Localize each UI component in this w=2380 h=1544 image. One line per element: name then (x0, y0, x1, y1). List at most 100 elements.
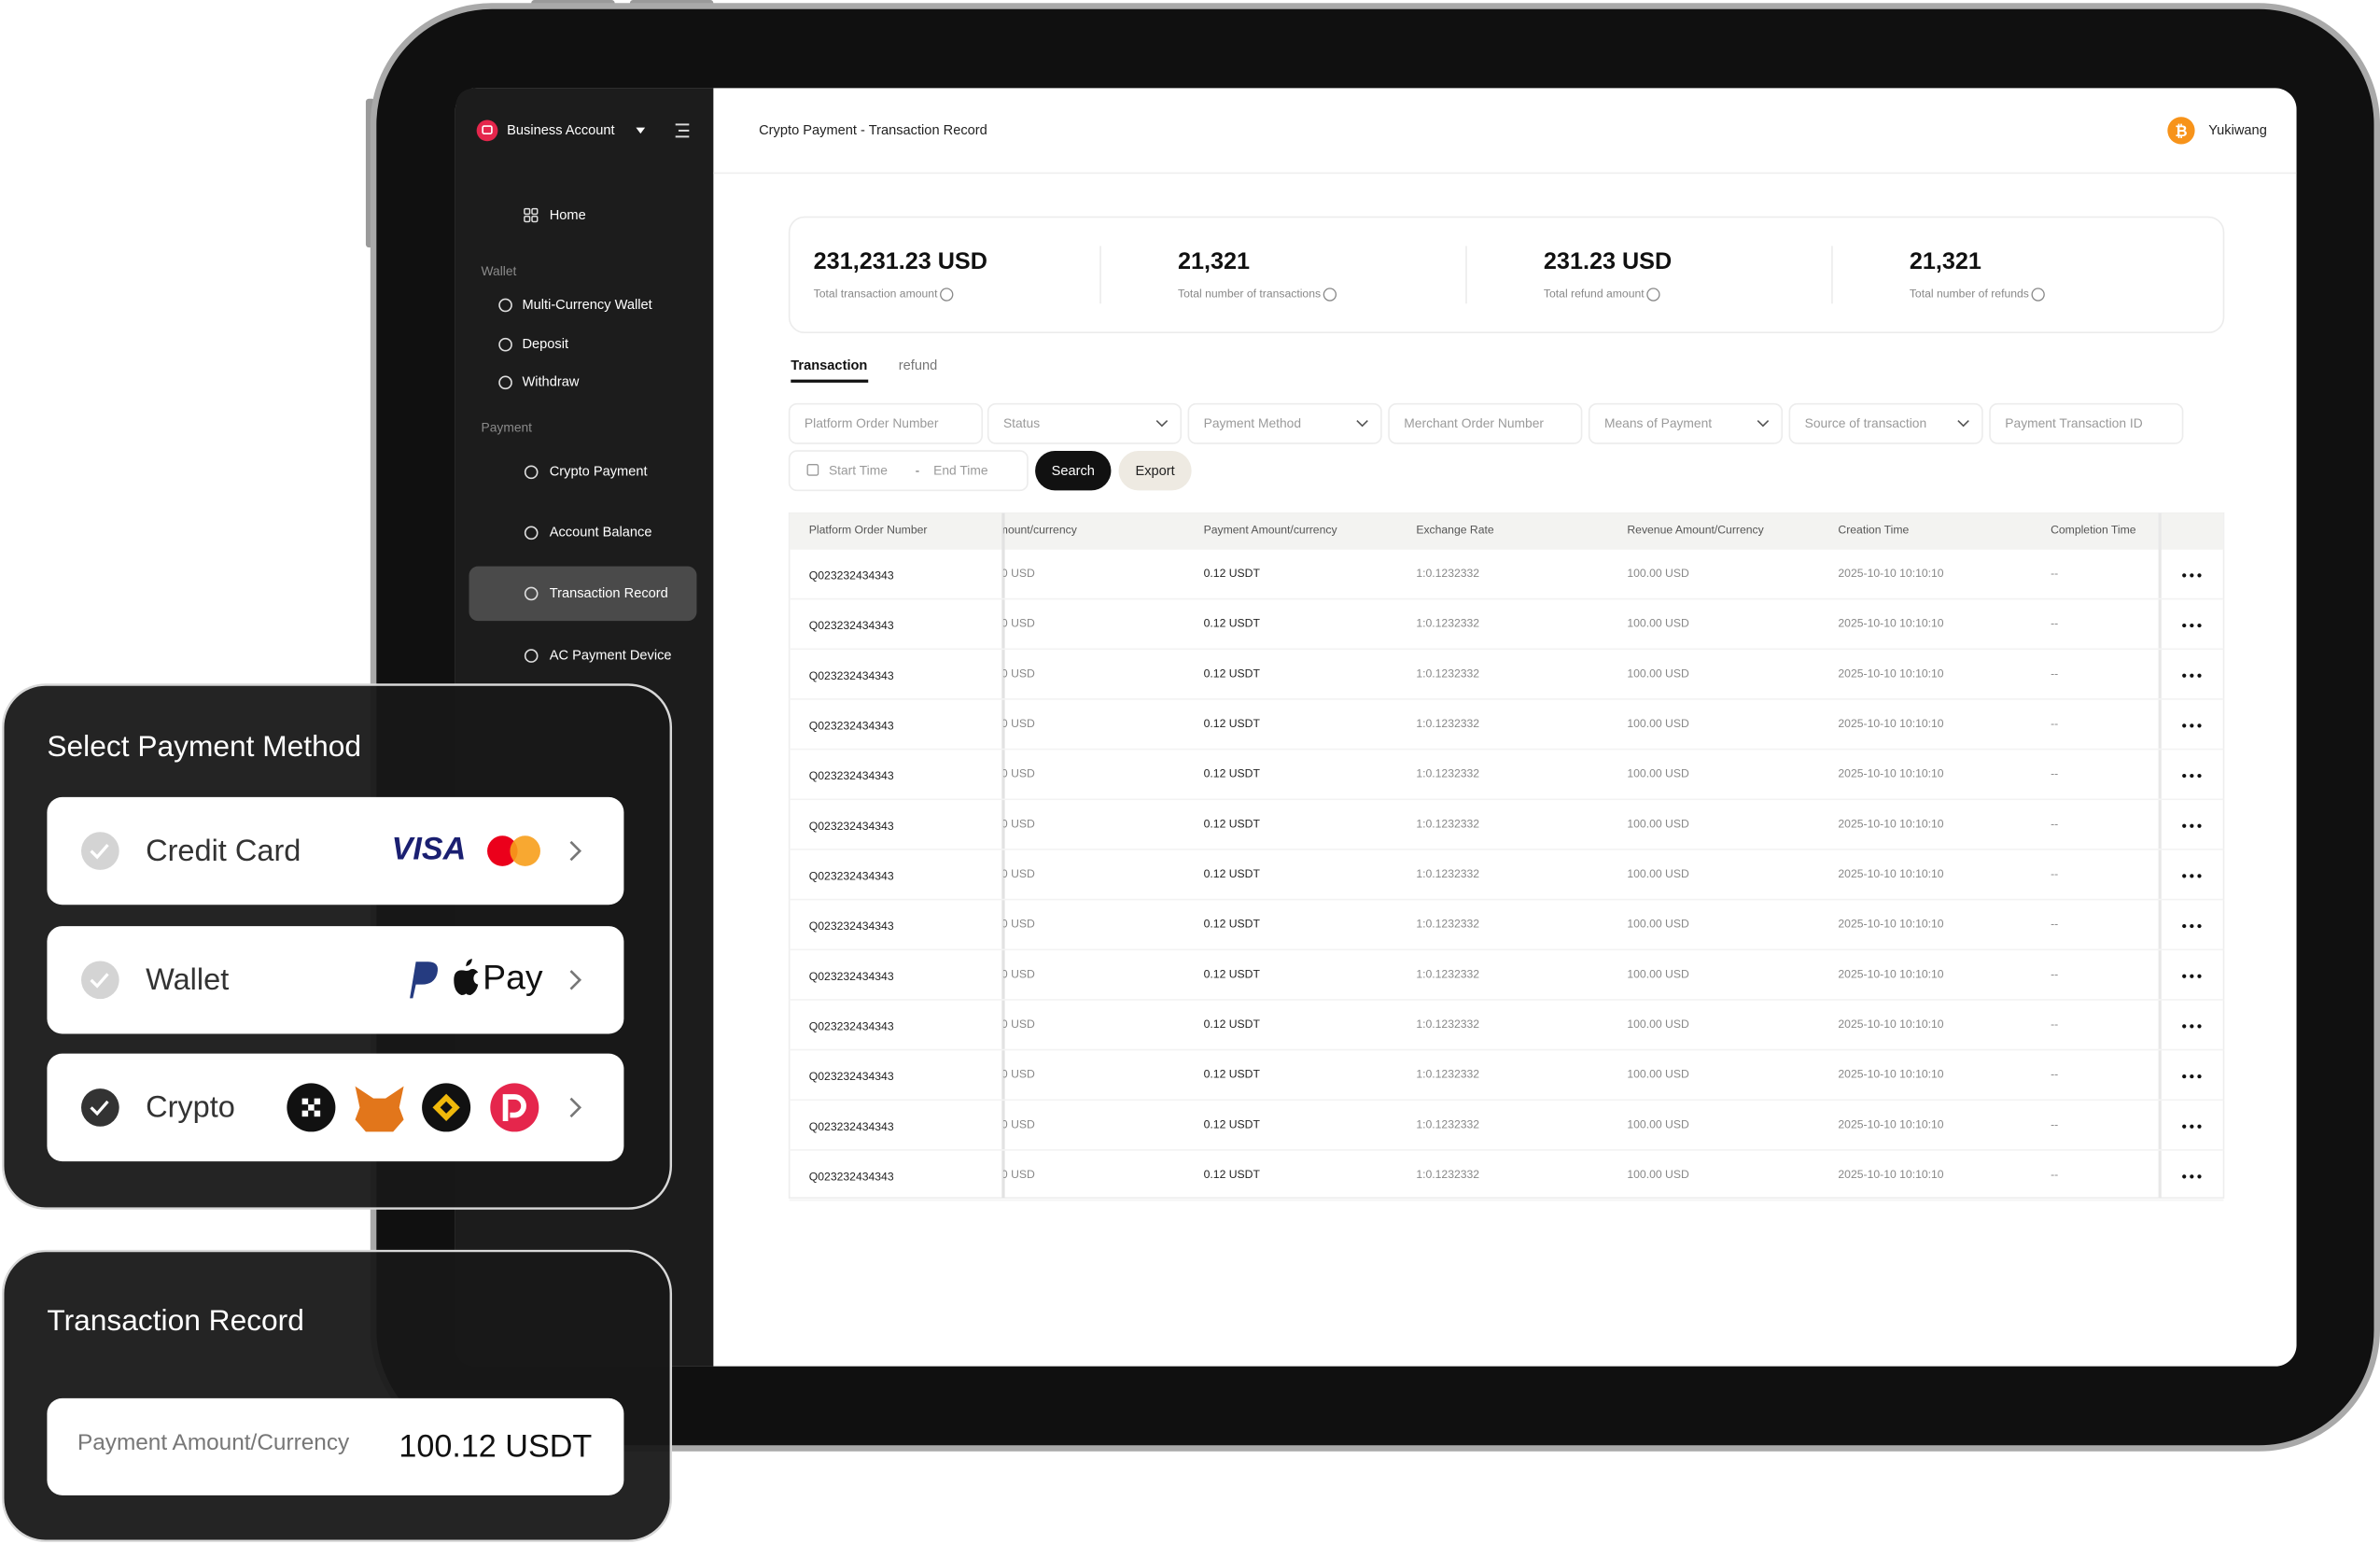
filter-box[interactable] (1989, 402, 2184, 444)
action-dot (2182, 773, 2187, 779)
record-card (2, 1249, 673, 1542)
nav-group-title: Wallet (482, 263, 517, 278)
header-title: Crypto Payment - Transaction Record (759, 123, 987, 138)
table-cell: 100.00 USD (973, 767, 1035, 780)
table-cell: 100.00 USD (973, 1117, 1035, 1130)
nav-item[interactable]: AC Payment Device (469, 636, 697, 675)
nav-item[interactable]: Multi-Currency Wallet (469, 286, 697, 325)
filter-box[interactable] (987, 402, 1183, 444)
action-dot (2197, 923, 2202, 929)
nav-item[interactable]: Crypto Payment (469, 453, 697, 492)
nav-icon (498, 298, 512, 313)
row-actions[interactable] (2182, 673, 2202, 678)
nav-icon (524, 465, 539, 480)
brand-mark: Pay (483, 958, 543, 997)
nav-item[interactable]: Deposit (469, 325, 697, 364)
option-bg[interactable] (47, 926, 624, 1034)
filter-field[interactable]: Payment Transaction ID (1989, 402, 2184, 444)
payment-option[interactable]: Credit Card VISA (47, 796, 624, 905)
filter-box[interactable] (1187, 402, 1382, 444)
nav-hit[interactable] (469, 363, 697, 402)
tab[interactable]: Transaction (791, 358, 867, 373)
binance-icon (422, 1083, 471, 1132)
table-cell: 0.12 USDT (1204, 1018, 1261, 1031)
action-dot (2182, 673, 2187, 678)
filter-box[interactable] (788, 402, 984, 444)
table-cell: 1:0.1232332 (1416, 617, 1479, 630)
column-header: Creation Time (1838, 524, 1909, 537)
action-dot (2197, 1174, 2202, 1179)
filter-field[interactable]: Merchant Order Number (1388, 402, 1583, 444)
menu-icon[interactable] (675, 123, 690, 138)
row-actions[interactable] (2182, 974, 2202, 978)
chevron (1155, 419, 1169, 428)
row-actions[interactable] (2182, 1124, 2202, 1129)
table-cell: 100.00 USD (1627, 918, 1689, 931)
table-cell: 1:0.1232332 (1416, 967, 1479, 980)
table-cell: 1:0.1232332 (1416, 667, 1479, 680)
table-cell: 100.00 USD (973, 1068, 1035, 1081)
nav-item[interactable]: Transaction Record (469, 574, 697, 613)
button-bg[interactable] (1035, 451, 1112, 491)
nav-item[interactable]: Account Balance (469, 513, 697, 553)
row-actions[interactable] (2182, 1024, 2202, 1029)
nav-icon (531, 216, 539, 223)
row-actions[interactable] (2182, 1074, 2202, 1079)
row-actions[interactable] (2182, 773, 2202, 779)
payment-option[interactable]: Crypto (47, 1053, 624, 1162)
button[interactable]: Search (1035, 451, 1112, 491)
date-range[interactable]: Start Time - End Time (788, 450, 1029, 492)
filter-box[interactable] (1388, 402, 1583, 444)
tab[interactable]: refund (899, 358, 937, 373)
row-actions[interactable] (2182, 874, 2202, 878)
nav-label: Transaction Record (550, 586, 668, 601)
date-box[interactable] (788, 450, 1029, 492)
table-cell: Q023232434343 (809, 568, 894, 582)
row-actions[interactable] (2182, 1174, 2202, 1179)
table-cell: Q023232434343 (809, 1070, 894, 1083)
filter-field[interactable]: Platform Order Number (788, 402, 984, 444)
row-actions[interactable] (2182, 623, 2202, 628)
option-bg[interactable] (47, 796, 624, 905)
nav-item[interactable]: Home (550, 208, 586, 223)
content: Crypto Payment - Transaction Record Yukiw… (47, 123, 2267, 1495)
table-cell: -- (2051, 967, 2058, 980)
table-cell: 100.00 USD (973, 567, 1035, 580)
table-cell: 100.00 USD (973, 867, 1035, 880)
action-dot (2182, 974, 2187, 978)
record-label: Payment Amount/Currency (77, 1430, 350, 1455)
filter-box[interactable] (1788, 402, 1983, 444)
row-actions[interactable] (2182, 823, 2202, 828)
crypto-icon-part (314, 1110, 321, 1117)
action-dot (2182, 1074, 2187, 1079)
user-avatar (2167, 117, 2195, 145)
nav-item[interactable]: Withdraw (469, 363, 697, 402)
table-cell: -- (2051, 817, 2058, 830)
table-cell: 1:0.1232332 (1416, 1117, 1479, 1130)
mastercard (510, 835, 540, 866)
stat-label: Total number of refunds (1910, 288, 2029, 301)
action-dot (2190, 1074, 2194, 1079)
filter-field[interactable]: Payment Method (1187, 402, 1382, 444)
button-bg[interactable] (1118, 451, 1192, 491)
table-cell: 2025-10-10 10:10:10 (1838, 567, 1943, 580)
nav-hit[interactable] (469, 325, 697, 364)
table-cell: 100.00 USD (1627, 717, 1689, 730)
row-actions[interactable] (2182, 573, 2202, 578)
table-cell: 100.00 USD (1627, 967, 1689, 980)
button[interactable]: Export (1118, 451, 1192, 491)
filter-field[interactable]: Status (987, 402, 1183, 444)
row-actions[interactable] (2182, 923, 2202, 929)
table-cell: 0.12 USDT (1204, 918, 1261, 931)
table-cell: 0.12 USDT (1204, 717, 1261, 730)
row-actions[interactable] (2182, 723, 2202, 728)
filter-field[interactable]: Means of Payment (1588, 402, 1784, 444)
filter-box[interactable] (1588, 402, 1784, 444)
table-cell: 1:0.1232332 (1416, 817, 1479, 830)
filter-placeholder: Payment Transaction ID (2005, 415, 2142, 430)
payment-option[interactable]: Wallet Pay (47, 926, 624, 1034)
brand-mark: VISA (392, 832, 467, 867)
table-header-bg (789, 512, 2224, 550)
nav-icon (498, 375, 512, 390)
filter-field[interactable]: Source of transaction (1788, 402, 1983, 444)
